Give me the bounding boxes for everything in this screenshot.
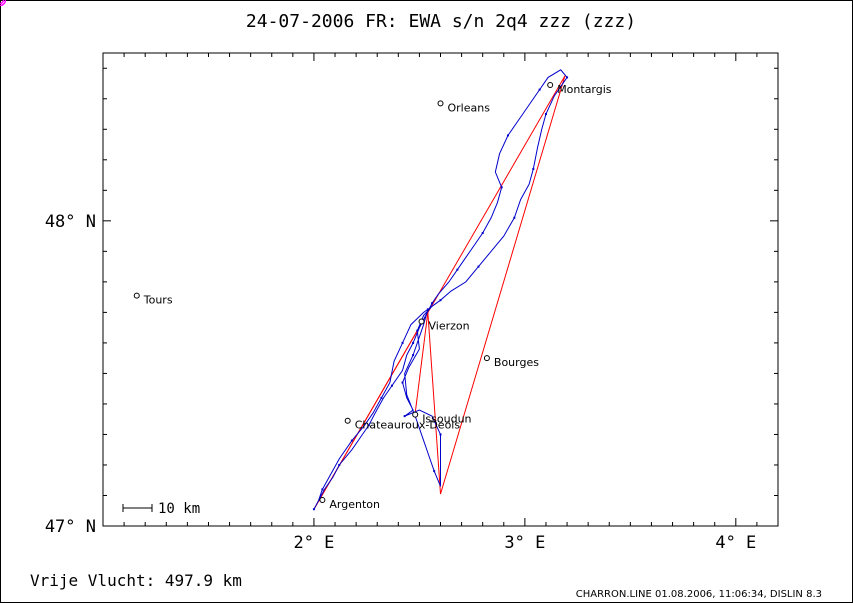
x-tick-label: 2° E <box>293 533 334 553</box>
city-label: Vierzon <box>429 320 470 333</box>
city-label: Issoudun <box>422 413 471 426</box>
track-point <box>416 329 419 332</box>
track-point <box>513 216 516 219</box>
track-point <box>538 88 541 91</box>
track-point <box>380 396 383 399</box>
track-point <box>412 341 415 344</box>
x-axis-labels: 2° E 3° E 4° E <box>293 533 756 553</box>
y-tick-label: 47° N <box>45 517 96 537</box>
city-marker <box>133 292 140 299</box>
track-point <box>481 232 484 235</box>
track-point <box>431 302 434 305</box>
turnpoint-inner <box>0 0 4 4</box>
y-axis-labels: 47° N 48° N <box>45 212 96 537</box>
track-point <box>401 381 404 384</box>
track-line <box>313 69 568 510</box>
scale-bar-label: 10 km <box>158 501 200 517</box>
city-markers: Montargis Orleans Tours Vierzon Bourges Chate… <box>133 82 612 511</box>
track-point <box>426 308 429 311</box>
track-point <box>500 186 503 189</box>
track-point <box>390 384 393 387</box>
track-point <box>321 488 324 491</box>
city-marker <box>344 417 351 424</box>
track-point <box>477 265 480 268</box>
city-marker <box>319 497 326 504</box>
scale-bar: 10 km <box>122 501 200 517</box>
y-tick-label: 48° N <box>45 212 96 232</box>
city-label: Montargis <box>557 83 612 96</box>
city-label: Bourges <box>494 356 539 369</box>
track-point <box>367 424 370 427</box>
track-point <box>401 341 404 344</box>
track-point <box>532 167 535 170</box>
track-point <box>403 415 406 418</box>
track-point <box>566 76 569 79</box>
city-label: Tours <box>143 294 173 307</box>
track-point <box>312 508 315 511</box>
track-point <box>412 354 415 357</box>
track-point <box>456 268 459 271</box>
axis-ticks <box>103 53 778 527</box>
flight-track <box>312 69 569 511</box>
city-marker <box>547 82 554 89</box>
map-title: 24-07-2006 FR: EWA s/n 2q4 zzz (zzz) <box>246 11 636 32</box>
task-line <box>313 75 566 510</box>
track-point <box>439 299 442 302</box>
city-marker <box>483 355 490 362</box>
city-marker <box>418 318 425 325</box>
city-marker <box>437 100 444 107</box>
track-point <box>338 463 341 466</box>
city-marker <box>412 411 419 418</box>
track-point <box>544 113 547 116</box>
task-line <box>414 312 429 414</box>
track-point <box>350 439 353 442</box>
city-label: Argenton <box>329 498 380 511</box>
footer-distance: Vrije Vlucht: 497.9 km <box>30 571 242 590</box>
city-label: Orleans <box>448 101 491 114</box>
turnpoints <box>0 0 6 6</box>
x-tick-label: 3° E <box>504 533 545 553</box>
x-tick-label: 4° E <box>715 533 756 553</box>
track-point <box>507 134 509 137</box>
city-label: Chateauroux-Deols <box>355 419 461 432</box>
track-point <box>433 470 436 473</box>
track-point <box>439 433 442 436</box>
footer-info: CHARRON.LINE 01.08.2006, 11:06:34, DISLI… <box>576 589 822 600</box>
